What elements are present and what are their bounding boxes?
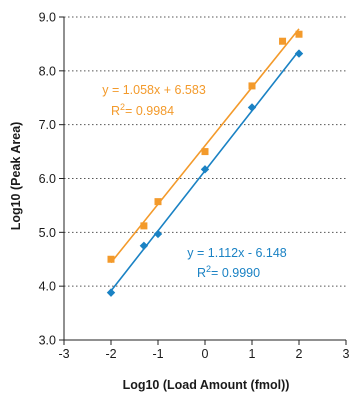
diamond-marker xyxy=(200,165,210,174)
square-marker xyxy=(248,82,256,90)
x-tick-label: 0 xyxy=(202,347,209,361)
y-tick-label: 5.0 xyxy=(39,226,56,240)
x-tick-label: 3 xyxy=(343,347,349,361)
square-marker xyxy=(201,148,209,156)
blue-r2: R2= 0.9990 xyxy=(197,264,260,280)
diamond-marker xyxy=(139,241,149,250)
square-marker xyxy=(107,255,115,263)
square-marker xyxy=(140,222,148,230)
y-tick-label: 8.0 xyxy=(39,64,56,78)
square-marker xyxy=(279,37,287,45)
diamond-marker xyxy=(247,103,257,112)
data-points xyxy=(106,30,304,297)
orange-r2: R2= 0.9984 xyxy=(111,102,174,118)
y-axis-title: Log10 (Peak Area) xyxy=(9,122,23,231)
axes xyxy=(59,16,347,345)
y-tick-label: 4.0 xyxy=(39,280,56,294)
x-tick-label: -2 xyxy=(105,347,116,361)
x-axis-title: Log10 (Load Amount (fmol)) xyxy=(123,378,290,392)
tick-labels: 3.0 4.0 5.0 6.0 7.0 8.0 9.0 -3 -2 -1 0 1 2 3 xyxy=(39,11,349,362)
y-tick-label: 6.0 xyxy=(39,172,56,186)
diamond-marker xyxy=(294,49,304,58)
y-tick-label: 3.0 xyxy=(39,334,56,348)
fit-line xyxy=(110,28,300,264)
diamond-marker xyxy=(106,288,116,297)
y-tick-label: 9.0 xyxy=(39,11,56,25)
x-tick-label: 1 xyxy=(249,347,256,361)
gridlines xyxy=(64,16,346,287)
orange-equation: y = 1.058x + 6.583 xyxy=(102,83,206,97)
square-marker xyxy=(154,198,162,206)
x-tick-label: 2 xyxy=(296,347,303,361)
x-tick-label: -1 xyxy=(152,347,163,361)
y-tick-label: 7.0 xyxy=(39,118,56,132)
square-marker xyxy=(295,30,303,38)
diamond-marker xyxy=(153,229,163,239)
blue-equation: y = 1.112x - 6.148 xyxy=(187,246,287,260)
x-tick-label: -3 xyxy=(58,347,69,361)
